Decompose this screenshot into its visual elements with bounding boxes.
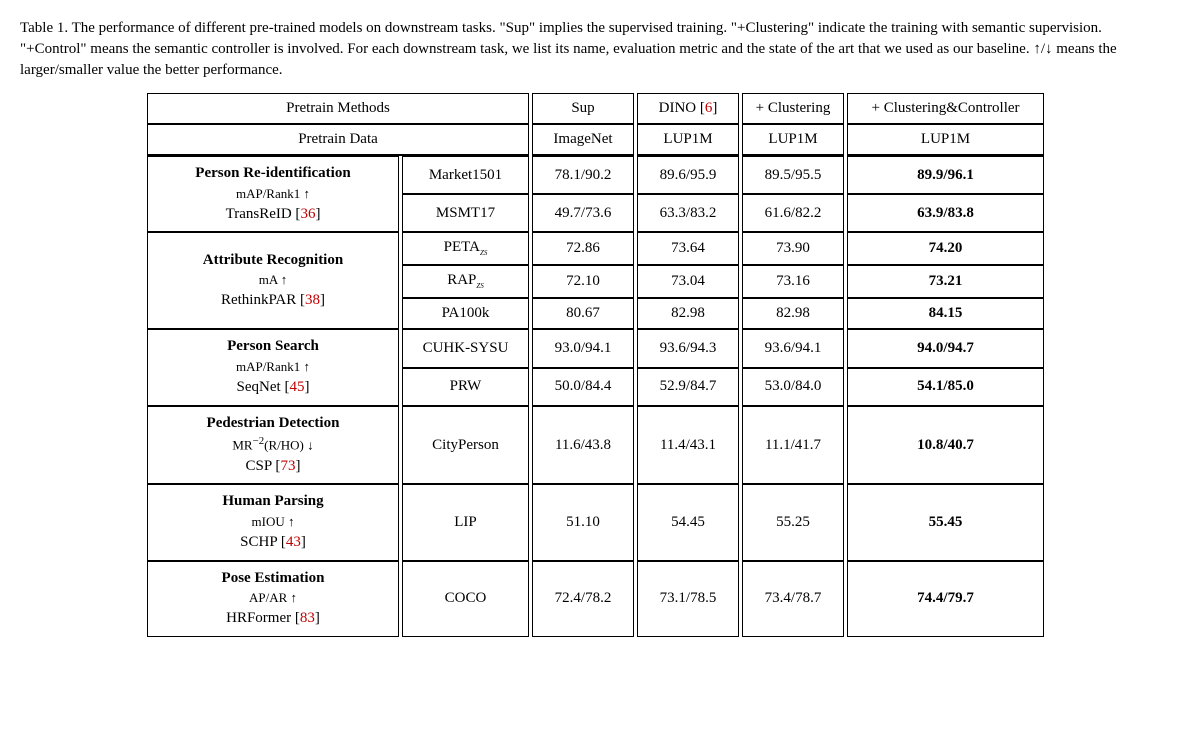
- value-cell: 11.6/43.8: [532, 406, 634, 485]
- value-cell: 94.0/94.7: [847, 329, 1044, 367]
- value-cell: 93.6/94.1: [742, 329, 844, 367]
- caption-prefix: Table 1.: [20, 20, 72, 36]
- dataset-cell: PA100k: [402, 298, 529, 329]
- task-method: SeqNet [45]: [158, 377, 388, 399]
- value-cell: 11.4/43.1: [637, 406, 739, 485]
- value-cell: 73.1/78.5: [637, 561, 739, 637]
- dataset-cell: Market1501: [402, 156, 529, 194]
- task-cell: Pose EstimationAP/AR ↑HRFormer [83]: [147, 561, 399, 637]
- task-method: TransReID [36]: [158, 204, 388, 226]
- value-cell: 73.90: [742, 232, 844, 265]
- value-cell: 54.45: [637, 484, 739, 560]
- value-cell: 50.0/84.4: [532, 368, 634, 406]
- task-method: RethinkPAR [38]: [158, 290, 388, 312]
- task-cell: Person SearchmAP/Rank1 ↑SeqNet [45]: [147, 329, 399, 405]
- value-cell: 72.86: [532, 232, 634, 265]
- task-title: Pose Estimation: [158, 568, 388, 590]
- task-method: SCHP [43]: [158, 532, 388, 554]
- value-cell: 73.16: [742, 265, 844, 298]
- task-title: Human Parsing: [158, 491, 388, 513]
- header-pretrain-data: Pretrain Data: [147, 124, 529, 156]
- value-cell: 74.4/79.7: [847, 561, 1044, 637]
- value-cell: 11.1/41.7: [742, 406, 844, 485]
- value-cell: 93.0/94.1: [532, 329, 634, 367]
- dataset-cell: RAPzs: [402, 265, 529, 298]
- col-data-3: LUP1M: [847, 124, 1044, 156]
- value-cell: 10.8/40.7: [847, 406, 1044, 485]
- task-metric: MR−2(R/HO) ↓: [158, 434, 388, 455]
- value-cell: 80.67: [532, 298, 634, 329]
- value-cell: 84.15: [847, 298, 1044, 329]
- value-cell: 73.21: [847, 265, 1044, 298]
- value-cell: 55.45: [847, 484, 1044, 560]
- value-cell: 53.0/84.0: [742, 368, 844, 406]
- value-cell: 63.9/83.8: [847, 194, 1044, 232]
- value-cell: 73.64: [637, 232, 739, 265]
- col-dino: DINO [6]: [637, 93, 739, 124]
- value-cell: 52.9/84.7: [637, 368, 739, 406]
- value-cell: 63.3/83.2: [637, 194, 739, 232]
- task-method: CSP [73]: [158, 456, 388, 478]
- value-cell: 73.04: [637, 265, 739, 298]
- value-cell: 49.7/73.6: [532, 194, 634, 232]
- task-title: Person Search: [158, 336, 388, 358]
- value-cell: 54.1/85.0: [847, 368, 1044, 406]
- value-cell: 55.25: [742, 484, 844, 560]
- value-cell: 82.98: [637, 298, 739, 329]
- value-cell: 72.4/78.2: [532, 561, 634, 637]
- value-cell: 89.6/95.9: [637, 156, 739, 194]
- table-caption: Table 1. The performance of different pr…: [20, 18, 1170, 81]
- col-data-0: ImageNet: [532, 124, 634, 156]
- col-clustering: + Clustering: [742, 93, 844, 124]
- task-cell: Person Re-identificationmAP/Rank1 ↑Trans…: [147, 156, 399, 232]
- value-cell: 78.1/90.2: [532, 156, 634, 194]
- task-metric: mA ↑: [158, 271, 388, 290]
- caption-body: The performance of different pre-trained…: [20, 20, 1117, 78]
- task-metric: AP/AR ↑: [158, 589, 388, 608]
- dataset-cell: CityPerson: [402, 406, 529, 485]
- dataset-cell: MSMT17: [402, 194, 529, 232]
- value-cell: 72.10: [532, 265, 634, 298]
- value-cell: 61.6/82.2: [742, 194, 844, 232]
- task-method: HRFormer [83]: [158, 608, 388, 630]
- value-cell: 51.10: [532, 484, 634, 560]
- value-cell: 82.98: [742, 298, 844, 329]
- dataset-cell: CUHK-SYSU: [402, 329, 529, 367]
- dataset-cell: PETAzs: [402, 232, 529, 265]
- task-title: Pedestrian Detection: [158, 413, 388, 435]
- col-data-1: LUP1M: [637, 124, 739, 156]
- value-cell: 89.9/96.1: [847, 156, 1044, 194]
- task-metric: mIOU ↑: [158, 513, 388, 532]
- task-metric: mAP/Rank1 ↑: [158, 185, 388, 204]
- header-pretrain-methods: Pretrain Methods: [147, 93, 529, 124]
- col-sup: Sup: [532, 93, 634, 124]
- dataset-cell: LIP: [402, 484, 529, 560]
- col-data-2: LUP1M: [742, 124, 844, 156]
- value-cell: 93.6/94.3: [637, 329, 739, 367]
- results-table: Pretrain MethodsSupDINO [6]+ Clustering+…: [144, 93, 1047, 637]
- col-clustering-controller: + Clustering&Controller: [847, 93, 1044, 124]
- task-cell: Attribute RecognitionmA ↑RethinkPAR [38]: [147, 232, 399, 329]
- value-cell: 89.5/95.5: [742, 156, 844, 194]
- value-cell: 74.20: [847, 232, 1044, 265]
- task-cell: Human ParsingmIOU ↑SCHP [43]: [147, 484, 399, 560]
- value-cell: 73.4/78.7: [742, 561, 844, 637]
- task-cell: Pedestrian DetectionMR−2(R/HO) ↓CSP [73]: [147, 406, 399, 485]
- dataset-cell: COCO: [402, 561, 529, 637]
- task-title: Person Re-identification: [158, 163, 388, 185]
- task-title: Attribute Recognition: [158, 250, 388, 272]
- task-metric: mAP/Rank1 ↑: [158, 358, 388, 377]
- dataset-cell: PRW: [402, 368, 529, 406]
